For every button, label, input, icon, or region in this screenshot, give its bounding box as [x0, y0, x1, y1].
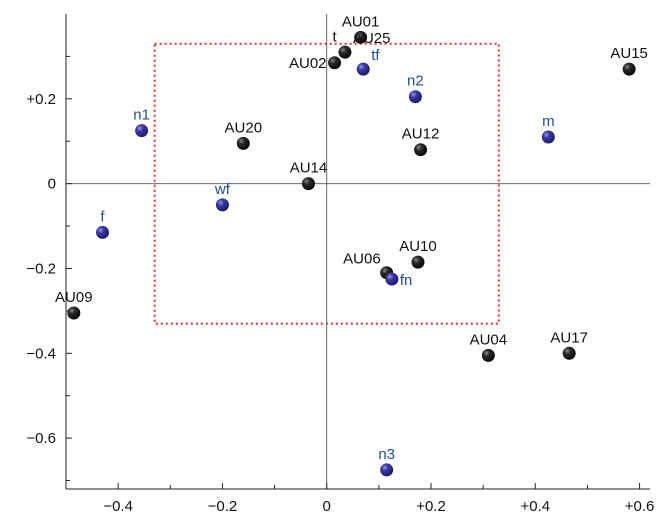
point-label-au20: AU20	[225, 119, 263, 136]
region-layer	[153, 42, 500, 325]
point-label-au04: AU04	[470, 331, 508, 348]
x-tick-label: +0.4	[520, 498, 550, 515]
x-tick-label: 0	[323, 498, 331, 515]
point-label-wf: wf	[214, 181, 231, 198]
point-label-au15: AU15	[610, 45, 648, 62]
point-label-m: m	[542, 113, 555, 130]
point-au02	[328, 56, 342, 70]
point-au15	[622, 62, 636, 76]
point-n3	[380, 463, 394, 477]
point-f	[96, 225, 109, 239]
point-tf	[356, 62, 370, 76]
x-tick-label: +0.6	[625, 498, 655, 515]
y-tick-label: +0.2	[26, 91, 56, 108]
point-au12	[414, 143, 428, 157]
x-tick-label: −0.2	[208, 498, 238, 515]
point-label-n1: n1	[133, 107, 150, 124]
dotted-region-box	[153, 42, 500, 325]
point-label-au14: AU14	[290, 160, 328, 177]
point-label-au09: AU09	[55, 289, 93, 306]
y-tick-label: −0.2	[26, 260, 56, 277]
y-tick-label: −0.4	[26, 345, 56, 362]
point-au09	[67, 306, 81, 320]
point-label-au12: AU12	[402, 126, 440, 143]
point-n2	[408, 90, 422, 104]
point-au04	[481, 348, 495, 362]
point-label-t: t	[332, 29, 337, 46]
point-label-n3: n3	[378, 446, 395, 463]
points-layer	[67, 30, 636, 477]
x-tick-label: −0.4	[103, 498, 133, 515]
point-au14	[301, 177, 315, 191]
axes: −0.4 −0.2 0 +0.2 +0.4 +0.6 +0.2 0 −0.2 −0.4 −0.6	[26, 14, 654, 515]
point-label-au06: AU06	[343, 251, 381, 268]
point-au10	[411, 255, 425, 269]
point-label-tf: tf	[371, 47, 380, 64]
point-n1	[135, 124, 149, 138]
point-label-au01: AU01	[342, 13, 380, 30]
point-fn	[385, 272, 399, 286]
point-label-au17: AU17	[550, 329, 588, 346]
point-label-au10: AU10	[399, 238, 437, 255]
point-label-au25: AU25	[353, 30, 391, 47]
x-tick-label: +0.2	[416, 498, 446, 515]
point-wf	[215, 198, 229, 212]
point-m	[541, 130, 555, 144]
point-au17	[562, 346, 576, 360]
point-au01	[354, 30, 368, 44]
point-au20	[236, 136, 250, 150]
y-tick-label: −0.6	[26, 430, 56, 447]
point-label-n2: n2	[407, 73, 424, 90]
point-au25	[338, 45, 352, 59]
point-label-f: f	[100, 208, 105, 225]
y-tick-label: 0	[48, 176, 56, 193]
point-label-au02: AU02	[289, 55, 327, 72]
point-label-fn: fn	[400, 272, 413, 289]
